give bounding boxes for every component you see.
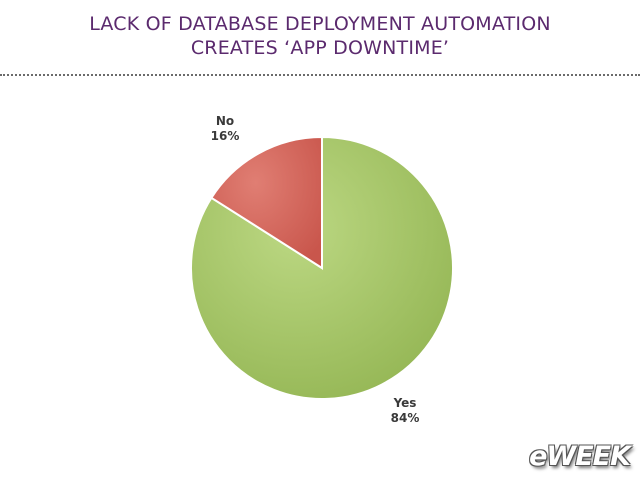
slice-label-no: No 16% — [200, 114, 250, 144]
slice-label-yes-category: Yes — [393, 396, 417, 410]
slice-label-no-value: 16% — [210, 129, 240, 143]
title-divider — [0, 74, 640, 76]
eweek-logo: eWEEK — [529, 441, 631, 472]
chart-title-line-2: CREATES ‘APP DOWNTIME’ — [190, 37, 450, 59]
slice-label-no-category: No — [215, 114, 235, 128]
pie-slice-no — [210, 135, 323, 270]
chart-title: LACK OF DATABASE DEPLOYMENT AUTOMATION C… — [0, 12, 640, 60]
slice-label-yes-value: 84% — [390, 411, 420, 425]
slice-label-yes: Yes 84% — [380, 396, 430, 426]
chart-title-line-1: LACK OF DATABASE DEPLOYMENT AUTOMATION — [89, 13, 551, 35]
pie-slice-yes — [190, 135, 454, 400]
